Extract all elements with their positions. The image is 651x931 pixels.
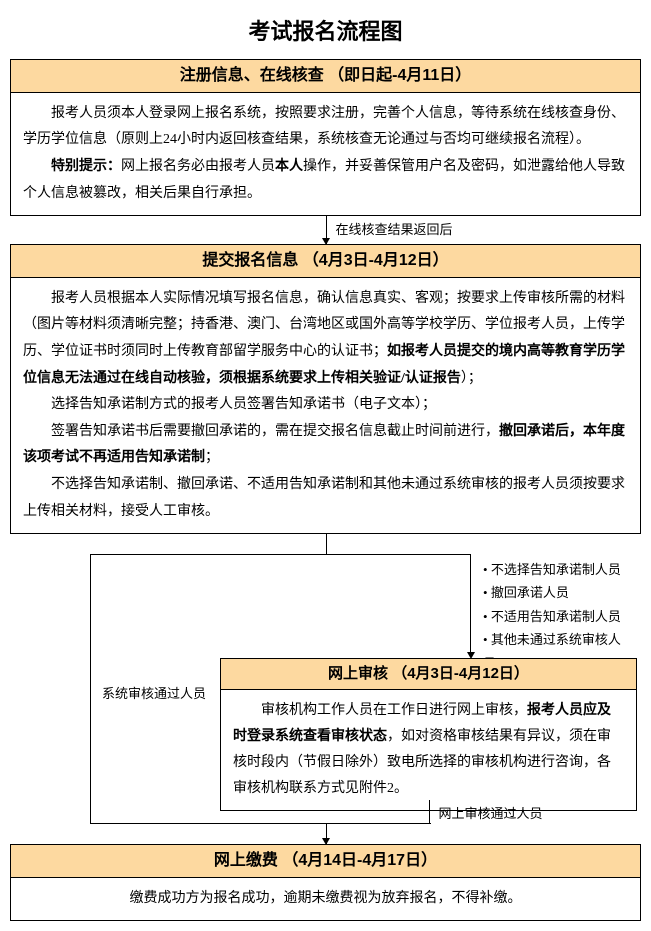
step1-para2-bold2: 本人	[275, 159, 303, 174]
below-review-label: 网上审核通过人员	[439, 804, 543, 825]
step1-box: 注册信息、在线核查 （即日起-4月11日） 报考人员须本人登录网上报名系统，按照…	[10, 59, 641, 216]
step2-para3: 签署告知承诺书后需要撤回承诺的，需在提交报名信息截止时间前进行，撤回承诺后，本年…	[23, 419, 628, 472]
below-review-line	[429, 800, 430, 824]
step2-para3-a: 签署告知承诺书后需要撤回承诺的，需在提交报名信息截止时间前进行，	[51, 424, 499, 439]
split-left-label-text: 系统审核通过人员	[102, 686, 206, 701]
split-hbar	[90, 554, 471, 555]
connector-1: 在线核查结果返回后	[10, 216, 641, 244]
step2-header: 提交报名信息 （4月3日-4月12日）	[11, 245, 640, 278]
step1-header: 注册信息、在线核查 （即日起-4月11日）	[11, 60, 640, 93]
step2-para1-b: ）；	[461, 371, 482, 386]
step1-para2-prefix: 特别提示：	[51, 159, 121, 174]
bullet-item: 不适用告知承诺制人员	[483, 605, 631, 628]
step2-box: 提交报名信息 （4月3日-4月12日） 报考人员根据本人实际情况填写报名信息，确…	[10, 244, 641, 534]
step2-para4: 不选择告知承诺制、撤回承诺、不适用告知承诺制和其他未通过系统审核的报考人员须按要…	[23, 472, 628, 525]
step4-text: 缴费成功方为报名成功，逾期未缴费视为放弃报名，不得补缴。	[130, 891, 522, 906]
split-left-label: 系统审核通过人员	[102, 684, 206, 705]
review-box: 网上审核 （4月3日-4月12日） 审核机构工作人员在工作日进行网上审核，报考人…	[220, 658, 637, 811]
step2-para3-b: ；	[205, 450, 219, 465]
step4-header: 网上缴费 （4月14日-4月17日）	[11, 845, 640, 878]
page-title: 考试报名流程图	[10, 14, 641, 49]
connector-1-arrow-icon	[322, 238, 330, 245]
split-bottom-hbar	[90, 823, 431, 824]
bullet-item: 撤回承诺人员	[483, 581, 631, 604]
review-body: 审核机构工作人员在工作日进行网上审核，报考人员应及时登录系统查看审核状态，如对资…	[221, 690, 636, 810]
review-para: 审核机构工作人员在工作日进行网上审核，报考人员应及时登录系统查看审核状态，如对资…	[233, 698, 624, 802]
bullet-item: 不选择告知承诺制人员	[483, 558, 631, 581]
step2-para2: 选择告知承诺制方式的报考人员签署告知承诺书（电子文本）；	[23, 392, 628, 419]
step1-body: 报考人员须本人登录网上报名系统，按照要求注册，完善个人信息，等待系统在线核查身份…	[11, 93, 640, 215]
merge-arrow-icon	[322, 838, 330, 845]
step1-para2: 特别提示：网上报名务必由报考人员本人操作，并妥善保管用户名及密码，如泄露给他人导…	[23, 154, 628, 207]
step2-para1: 报考人员根据本人实际情况填写报名信息，确认信息真实、客观；按要求上传审核所需的材…	[23, 286, 628, 392]
step2-body: 报考人员根据本人实际情况填写报名信息，确认信息真实、客观；按要求上传审核所需的材…	[11, 278, 640, 533]
review-header: 网上审核 （4月3日-4月12日）	[221, 659, 636, 690]
connector-1-label: 在线核查结果返回后	[336, 220, 453, 241]
step1-para1: 报考人员须本人登录网上报名系统，按照要求注册，完善个人信息，等待系统在线核查身份…	[23, 101, 628, 154]
split-left-line	[90, 554, 91, 824]
review-para-a: 审核机构工作人员在工作日进行网上审核，	[261, 703, 527, 718]
step1-para2-rest: 网上报名务必由报考人员	[121, 159, 275, 174]
step4-box: 网上缴费 （4月14日-4月17日） 缴费成功方为报名成功，逾期未缴费视为放弃报…	[10, 844, 641, 921]
split-top-line	[326, 534, 327, 554]
split-section: 系统审核通过人员 不选择告知承诺制人员 撤回承诺人员 不适用告知承诺制人员 其他…	[10, 534, 641, 844]
split-right-line	[470, 554, 471, 654]
step4-body: 缴费成功方为报名成功，逾期未缴费视为放弃报名，不得补缴。	[11, 878, 640, 921]
